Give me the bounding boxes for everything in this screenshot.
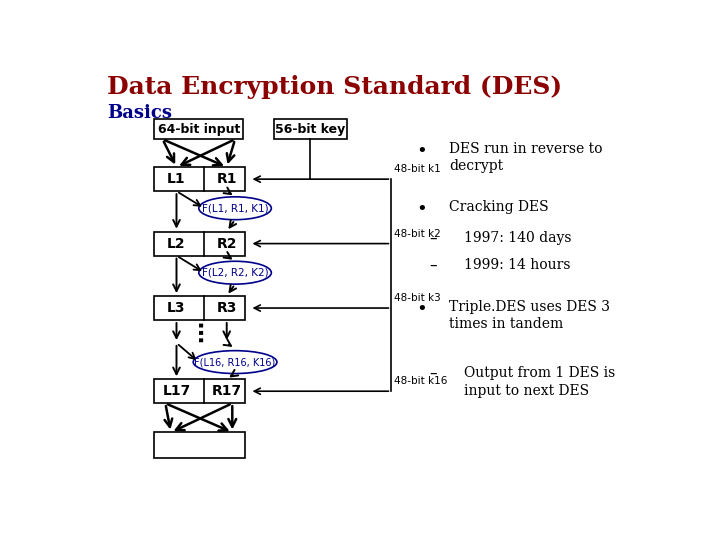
Text: 64-bit input: 64-bit input — [158, 123, 240, 136]
Text: L3: L3 — [167, 301, 186, 315]
FancyBboxPatch shape — [153, 167, 245, 191]
FancyBboxPatch shape — [153, 433, 245, 458]
Text: 56-bit key: 56-bit key — [275, 123, 346, 136]
Text: 1997: 140 days: 1997: 140 days — [464, 231, 572, 245]
Text: R1: R1 — [217, 172, 237, 186]
FancyBboxPatch shape — [154, 119, 243, 139]
FancyBboxPatch shape — [153, 232, 245, 255]
Text: •: • — [417, 300, 428, 318]
Text: L1: L1 — [167, 172, 186, 186]
Text: F(L2, R2, K2): F(L2, R2, K2) — [202, 268, 269, 278]
Text: Basics: Basics — [107, 104, 172, 122]
Text: 1999: 14 hours: 1999: 14 hours — [464, 258, 570, 272]
Ellipse shape — [199, 261, 271, 284]
Text: Data Encryption Standard (DES): Data Encryption Standard (DES) — [107, 75, 562, 99]
Text: 48-bit k1: 48-bit k1 — [394, 164, 441, 174]
Text: 48-bit k16: 48-bit k16 — [394, 376, 448, 386]
Text: Triple.DES uses DES 3
times in tandem: Triple.DES uses DES 3 times in tandem — [449, 300, 610, 331]
Text: DES run in reverse to
decrypt: DES run in reverse to decrypt — [449, 141, 603, 173]
FancyBboxPatch shape — [153, 379, 245, 403]
Text: 48-bit k2: 48-bit k2 — [394, 228, 441, 239]
Text: F(L1, R1, K1): F(L1, R1, K1) — [202, 203, 269, 213]
Text: ⋯: ⋯ — [192, 320, 212, 342]
Ellipse shape — [193, 350, 277, 374]
FancyBboxPatch shape — [153, 296, 245, 320]
Text: L2: L2 — [167, 237, 186, 251]
Text: Output from 1 DES is
input to next DES: Output from 1 DES is input to next DES — [464, 366, 615, 397]
Text: –: – — [429, 231, 437, 246]
Text: Cracking DES: Cracking DES — [449, 200, 549, 214]
Text: –: – — [429, 366, 437, 381]
Text: •: • — [417, 200, 428, 218]
Text: F(L16, R16, K16): F(L16, R16, K16) — [194, 357, 276, 367]
Text: L17: L17 — [163, 384, 191, 398]
Text: •: • — [417, 141, 428, 160]
FancyBboxPatch shape — [274, 119, 347, 139]
Text: R2: R2 — [217, 237, 237, 251]
Text: –: – — [429, 258, 437, 273]
Text: 48-bit k3: 48-bit k3 — [394, 293, 441, 303]
Text: R3: R3 — [217, 301, 237, 315]
Ellipse shape — [199, 197, 271, 220]
Text: R17: R17 — [212, 384, 242, 398]
